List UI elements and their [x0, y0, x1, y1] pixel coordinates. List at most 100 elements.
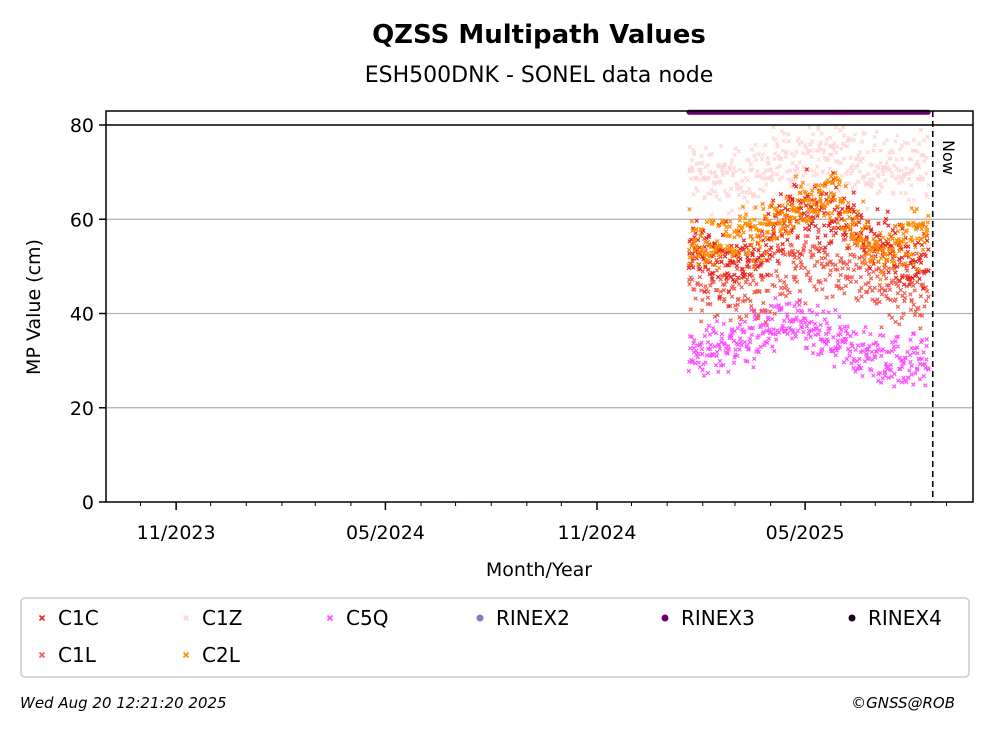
data-point	[869, 184, 874, 190]
data-point	[734, 278, 740, 284]
data-point	[919, 356, 925, 362]
data-point	[709, 212, 714, 217]
data-point	[903, 241, 909, 246]
data-point	[848, 208, 854, 214]
data-point	[923, 232, 929, 238]
data-point	[803, 316, 808, 321]
data-point	[848, 165, 854, 171]
data-point	[857, 149, 863, 155]
data-point	[749, 304, 754, 309]
data-point	[865, 224, 871, 229]
data-point	[764, 323, 770, 328]
data-point	[902, 140, 908, 145]
data-point	[815, 235, 820, 240]
data-point	[840, 226, 845, 231]
data-point	[793, 275, 798, 280]
data-point	[747, 218, 752, 223]
data-point	[864, 219, 869, 224]
data-point	[733, 146, 738, 151]
legend-marker	[661, 614, 669, 622]
data-point	[920, 223, 925, 229]
data-point	[782, 217, 788, 223]
data-point	[727, 224, 733, 229]
data-point	[891, 191, 896, 197]
data-point	[851, 209, 857, 215]
data-point	[777, 278, 783, 283]
data-point	[846, 243, 851, 248]
data-point	[794, 171, 800, 177]
data-point	[803, 190, 809, 196]
data-point	[690, 255, 695, 260]
data-point	[829, 174, 834, 179]
data-point	[851, 137, 857, 142]
data-point	[797, 298, 802, 304]
data-point	[875, 206, 880, 212]
data-point	[848, 155, 853, 161]
data-point	[757, 187, 763, 192]
data-point	[893, 297, 898, 302]
data-point	[896, 180, 901, 186]
data-point	[810, 131, 816, 137]
data-point	[833, 125, 839, 130]
data-point	[780, 247, 786, 252]
data-points	[686, 125, 931, 389]
data-point	[730, 172, 736, 178]
data-point	[905, 141, 911, 146]
data-point	[906, 176, 912, 182]
data-point	[869, 349, 875, 355]
data-point	[775, 144, 780, 149]
chart-subtitle: ESH500DNK - SONEL data node	[365, 63, 714, 88]
data-point	[867, 266, 873, 271]
data-point	[792, 303, 797, 309]
data-point	[794, 279, 800, 285]
data-point	[753, 205, 758, 210]
data-point	[899, 274, 905, 280]
data-point	[694, 243, 699, 248]
data-point	[857, 169, 863, 174]
data-point	[688, 307, 693, 312]
data-point	[811, 252, 816, 258]
data-point	[924, 289, 930, 294]
data-point	[903, 165, 909, 171]
data-point	[899, 364, 905, 369]
data-point	[730, 259, 735, 264]
data-point	[764, 182, 769, 187]
data-point	[717, 244, 723, 249]
data-point	[699, 153, 704, 159]
data-point	[782, 131, 787, 136]
data-point	[752, 193, 757, 198]
data-point	[790, 318, 796, 324]
data-point	[787, 301, 792, 306]
data-point	[858, 274, 864, 280]
data-point	[918, 127, 924, 133]
data-point	[706, 323, 712, 329]
data-point	[808, 248, 813, 254]
data-point	[909, 235, 914, 240]
data-point	[763, 242, 769, 248]
data-point	[814, 259, 820, 264]
data-point	[855, 163, 860, 168]
data-point	[860, 156, 866, 161]
data-point	[811, 197, 817, 202]
data-point	[838, 211, 843, 217]
data-point	[698, 282, 704, 288]
data-point	[860, 373, 865, 379]
data-point	[765, 340, 770, 345]
data-point	[711, 279, 716, 284]
data-point	[744, 313, 749, 319]
data-point	[753, 157, 759, 162]
data-point	[860, 348, 865, 354]
data-point	[835, 177, 840, 183]
data-point	[728, 318, 733, 323]
data-point	[911, 302, 916, 307]
data-point	[848, 171, 854, 177]
data-point	[800, 325, 805, 330]
data-point	[847, 259, 852, 264]
data-point	[737, 336, 743, 341]
data-point	[695, 354, 700, 360]
data-point	[804, 345, 810, 350]
data-point	[689, 219, 695, 224]
data-point	[839, 146, 844, 151]
data-point	[914, 236, 920, 241]
data-point	[878, 230, 883, 236]
